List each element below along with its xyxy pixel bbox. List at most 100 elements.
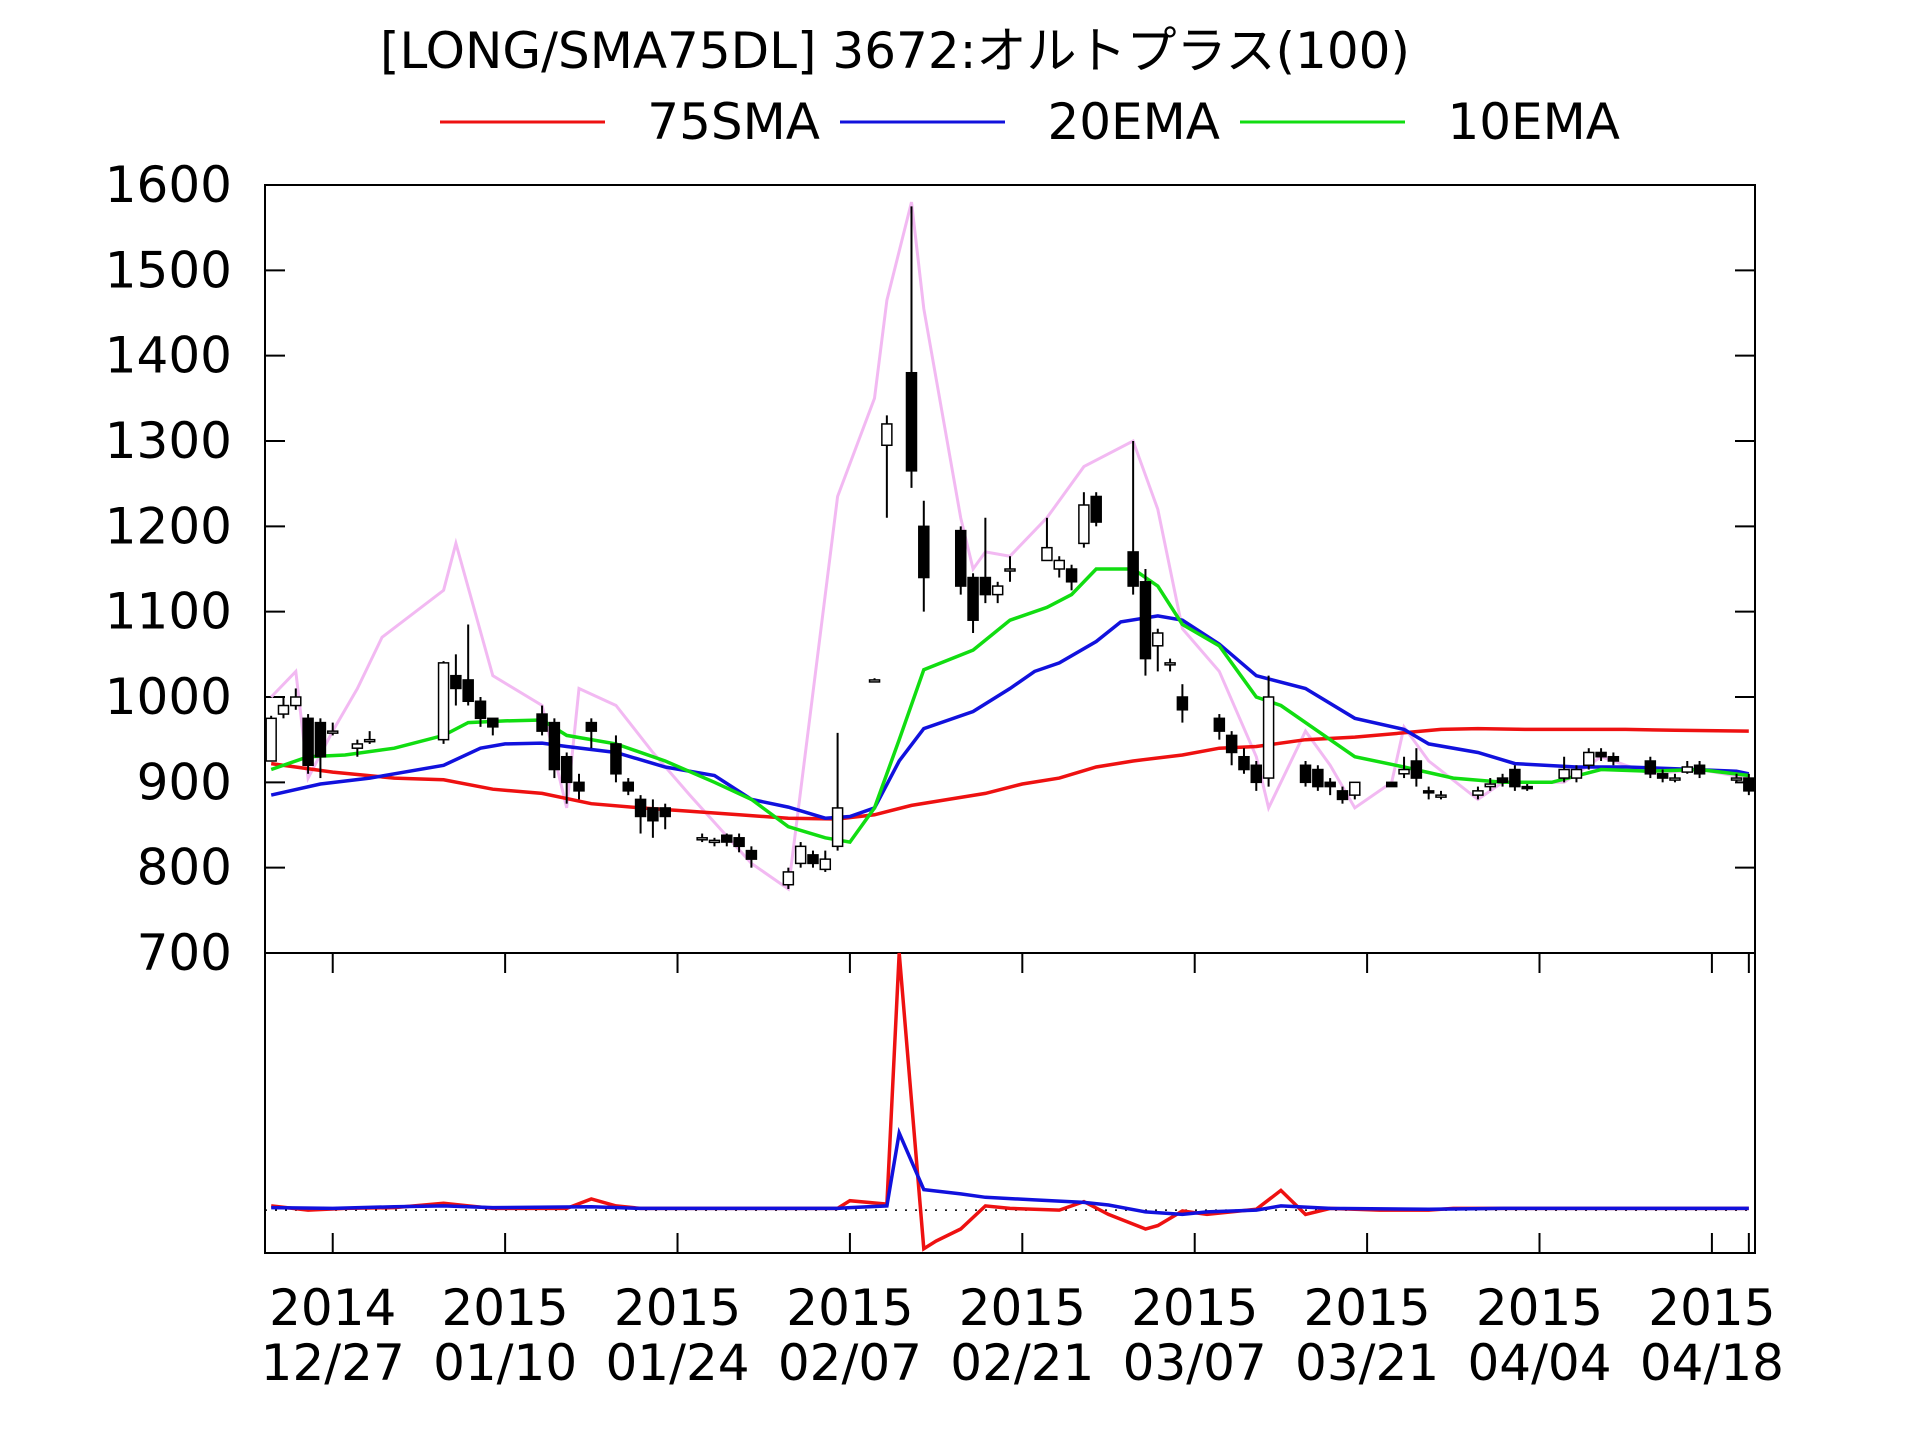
candle bbox=[1496, 773, 1509, 787]
candle bbox=[819, 850, 832, 872]
candle bbox=[1435, 790, 1447, 800]
candle-body-down bbox=[905, 371, 918, 472]
y-tick-label: 1200 bbox=[105, 497, 232, 555]
date-x-axis: 201412/27201501/10201501/24201502/072015… bbox=[261, 953, 1784, 1392]
candle bbox=[1743, 773, 1755, 796]
candle-body-up bbox=[708, 839, 721, 844]
candle bbox=[1299, 761, 1312, 787]
candle-body-up bbox=[1004, 568, 1016, 572]
candle bbox=[1422, 786, 1435, 800]
candle bbox=[622, 778, 635, 796]
candle-body-down bbox=[536, 713, 548, 732]
candle-body-down bbox=[1324, 781, 1336, 788]
x-tick-year: 2015 bbox=[786, 1279, 913, 1337]
candle-body-down bbox=[622, 781, 635, 792]
candle bbox=[1595, 748, 1607, 761]
indicator-line-blue bbox=[271, 1126, 1749, 1217]
candle-body-down bbox=[1336, 790, 1349, 801]
candle-body-up bbox=[437, 662, 450, 741]
x-tick-year: 2015 bbox=[1648, 1279, 1775, 1337]
candle bbox=[314, 718, 327, 779]
candle bbox=[1139, 569, 1152, 676]
candle-body-up bbox=[991, 585, 1004, 596]
candle bbox=[1644, 756, 1657, 779]
candle bbox=[745, 846, 758, 868]
candle bbox=[1127, 441, 1139, 595]
candle-body-up bbox=[881, 423, 893, 447]
candle bbox=[290, 688, 302, 710]
candle bbox=[918, 500, 930, 612]
candle bbox=[302, 714, 314, 774]
candle bbox=[659, 803, 671, 830]
candle bbox=[1570, 765, 1583, 783]
candle-body-down bbox=[721, 834, 733, 843]
candle bbox=[1004, 556, 1016, 582]
candle-body-down bbox=[1644, 760, 1657, 775]
candle bbox=[1521, 784, 1533, 791]
candle bbox=[733, 833, 745, 853]
candle bbox=[794, 842, 807, 868]
series-line-10ema bbox=[270, 567, 1750, 845]
candle bbox=[1213, 714, 1226, 740]
candle-body-up bbox=[1152, 632, 1164, 647]
candle-body-down bbox=[1607, 755, 1620, 762]
candle-body-up bbox=[1041, 546, 1053, 562]
candle-body-up bbox=[1570, 768, 1583, 779]
candle bbox=[1164, 658, 1176, 672]
candle-body-down bbox=[1521, 785, 1533, 790]
candle-body-down bbox=[585, 721, 598, 732]
candle bbox=[363, 731, 376, 744]
candle bbox=[1583, 748, 1595, 770]
x-tick-date: 03/21 bbox=[1295, 1334, 1439, 1392]
candle bbox=[1312, 765, 1324, 791]
candle-body-down bbox=[1176, 696, 1189, 711]
candle bbox=[1090, 492, 1102, 527]
candle-body-up bbox=[794, 845, 807, 865]
y-tick-label: 1400 bbox=[105, 327, 232, 385]
candle-body-down bbox=[918, 525, 930, 579]
candle bbox=[1349, 781, 1361, 800]
x-tick-year: 2015 bbox=[1131, 1279, 1258, 1337]
candle-body-down bbox=[1656, 773, 1669, 779]
y-tick-label: 1500 bbox=[105, 241, 232, 299]
candle-body-up bbox=[819, 858, 832, 871]
x-tick-year: 2015 bbox=[959, 1279, 1086, 1337]
candle bbox=[277, 697, 290, 719]
candle bbox=[1053, 556, 1066, 578]
candle-body-down bbox=[314, 721, 327, 758]
legend-label-75sma: 75SMA bbox=[647, 93, 820, 151]
candle-body-down bbox=[1422, 790, 1435, 794]
candle-body-up bbox=[1558, 768, 1570, 779]
candle bbox=[868, 678, 881, 683]
candle-body-up bbox=[1681, 766, 1694, 773]
chart-title: [LONG/SMA75DL] 3672:オルトプラス(100) bbox=[380, 22, 1410, 80]
x-tick-date: 02/07 bbox=[778, 1334, 922, 1392]
candle bbox=[462, 624, 474, 706]
candle bbox=[1065, 564, 1078, 591]
candle-body-down bbox=[450, 674, 462, 690]
candle bbox=[634, 795, 647, 834]
candle bbox=[1558, 756, 1570, 783]
candle-body-up bbox=[1435, 794, 1447, 798]
legend-label-10ema: 10EMA bbox=[1447, 93, 1620, 151]
x-tick-date: 02/21 bbox=[950, 1334, 1094, 1392]
candle-body-up bbox=[363, 738, 376, 743]
candle-body-down bbox=[1213, 717, 1226, 732]
candle bbox=[1238, 748, 1250, 774]
indicator-layer bbox=[265, 952, 1755, 1252]
candle bbox=[1078, 492, 1090, 548]
candle bbox=[1225, 731, 1238, 766]
y-tick-label: 700 bbox=[137, 924, 232, 982]
candle-body-down bbox=[560, 755, 573, 784]
candle-body-down bbox=[1250, 764, 1263, 784]
candle-body-down bbox=[659, 807, 671, 818]
candle-body-down bbox=[1693, 764, 1706, 775]
candle-body-down bbox=[967, 576, 979, 621]
candle bbox=[881, 415, 893, 518]
candle bbox=[560, 752, 573, 804]
candle bbox=[1484, 778, 1496, 791]
y-tick-label: 900 bbox=[137, 753, 232, 811]
candle-body-down bbox=[610, 743, 622, 775]
candle bbox=[474, 697, 487, 727]
candle-body-down bbox=[954, 529, 967, 587]
